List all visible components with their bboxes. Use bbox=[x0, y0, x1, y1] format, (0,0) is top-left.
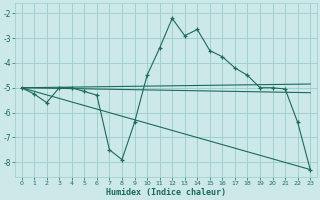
X-axis label: Humidex (Indice chaleur): Humidex (Indice chaleur) bbox=[106, 188, 226, 197]
